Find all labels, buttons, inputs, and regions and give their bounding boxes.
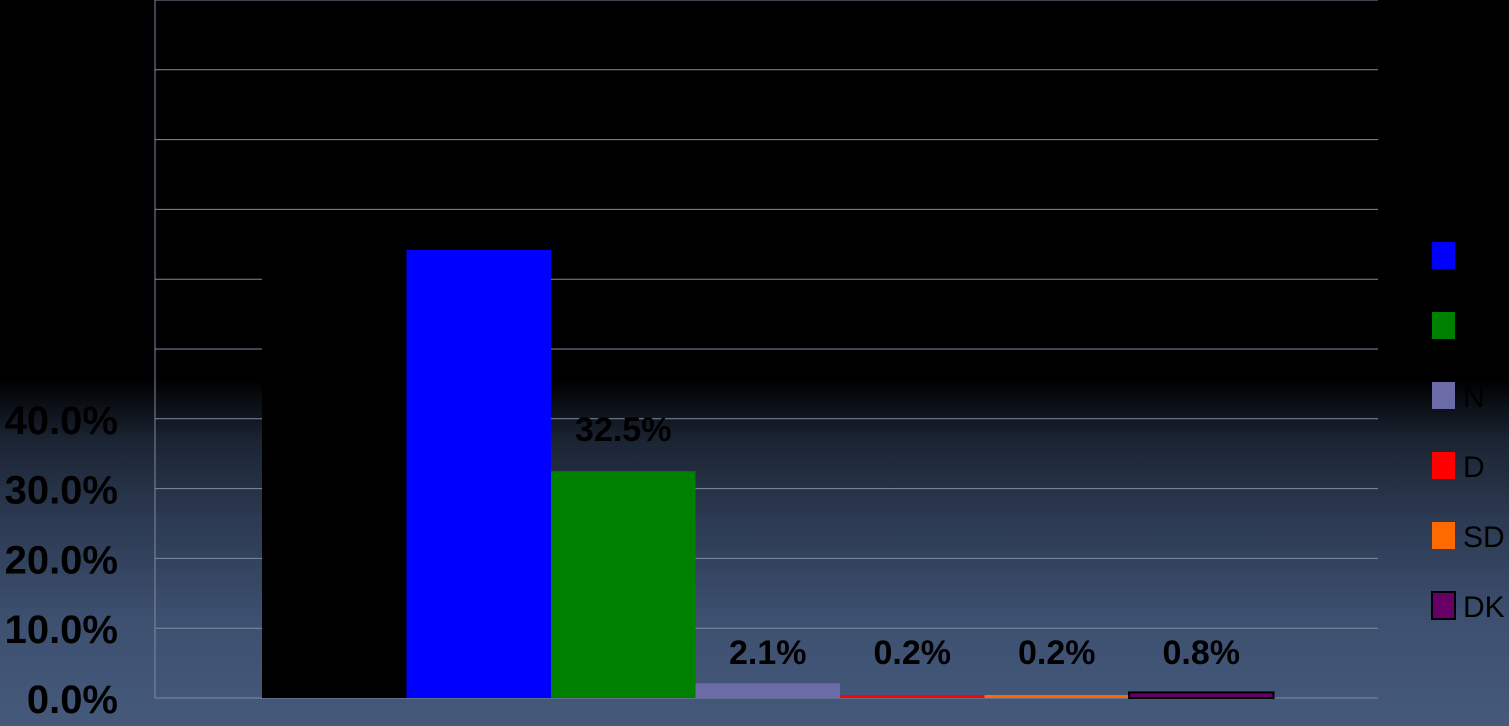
legend-swatch bbox=[1432, 242, 1455, 269]
data-label: 32.5% bbox=[575, 411, 671, 449]
legend-swatch bbox=[1432, 382, 1455, 409]
y-axis-tick-labels: 0.0% 10.0% 20.0% 30.0% 40.0% bbox=[5, 399, 118, 722]
bar bbox=[840, 695, 985, 698]
y-tick-label: 40.0% bbox=[5, 399, 118, 443]
data-label: 2.1% bbox=[729, 634, 807, 672]
data-label: 0.2% bbox=[1018, 634, 1096, 672]
bar bbox=[406, 249, 551, 698]
y-tick-label: 10.0% bbox=[5, 608, 118, 652]
bar bbox=[551, 471, 696, 698]
y-tick-label: 0.0% bbox=[27, 678, 118, 722]
bar bbox=[1128, 691, 1275, 700]
y-tick-label: 20.0% bbox=[5, 538, 118, 582]
legend-label: DK bbox=[1463, 591, 1505, 624]
legend-label: D bbox=[1463, 451, 1485, 484]
data-label: 0.2% bbox=[874, 634, 952, 672]
data-label: 0.8% bbox=[1163, 634, 1241, 672]
legend-swatch bbox=[1432, 522, 1455, 549]
bars bbox=[262, 249, 1275, 700]
legend-swatch bbox=[1431, 591, 1456, 620]
legend-swatch bbox=[1432, 452, 1455, 479]
legend-swatch bbox=[1432, 312, 1455, 339]
legend-label: N bbox=[1463, 381, 1485, 414]
bar bbox=[984, 695, 1129, 698]
data-labels: 32.5% 2.1% 0.2% 0.2% 0.8% bbox=[575, 411, 1240, 672]
bar bbox=[262, 253, 407, 698]
legend-label: SD bbox=[1463, 521, 1505, 554]
y-tick-label: 30.0% bbox=[5, 469, 118, 513]
bar bbox=[695, 683, 840, 698]
legend: N D SD DK bbox=[1431, 242, 1505, 624]
